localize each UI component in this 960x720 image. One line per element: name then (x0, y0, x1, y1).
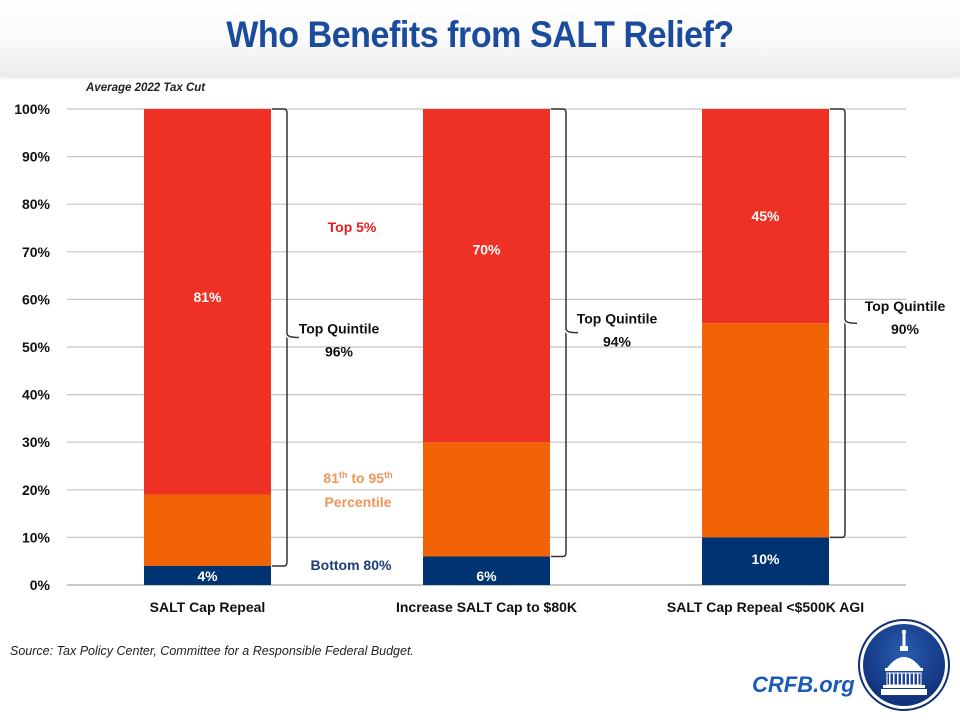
bar-data-label: 6% (476, 568, 497, 584)
legend-81-95-line1: 81th to 95th (323, 470, 392, 486)
chart-subtitle: Average 2022 Tax Cut (86, 82, 206, 94)
y-tick-label: 80% (22, 196, 51, 212)
bar-segment-top-5- (702, 109, 829, 324)
x-tick-label: Increase SALT Cap to $80K (396, 599, 577, 615)
y-axis-ticks: 0% 10% 20% 30% 40% 50% 60% 70% 80% 90% 100% (14, 101, 50, 593)
bar-segment-bottom-80- (702, 537, 829, 585)
y-tick-label: 100% (14, 101, 50, 117)
annotation-label: Top Quintile (865, 298, 946, 314)
annotation-value: 96% (325, 343, 354, 359)
y-tick-label: 40% (22, 387, 51, 403)
crfb-link[interactable]: CRFB.org (752, 672, 855, 697)
bar-segment-81th-to-95th-percentile (144, 494, 271, 566)
legend-bottom-80: Bottom 80% (311, 557, 392, 573)
brace (272, 108, 300, 567)
page-title: Who Benefits from SALT Relief? (226, 14, 734, 55)
legend-81-95-line2: Percentile (325, 494, 392, 510)
y-tick-label: 20% (22, 482, 51, 498)
brace (551, 108, 579, 558)
y-tick-label: 30% (22, 434, 51, 450)
bar-data-label: 45% (751, 208, 780, 224)
bar-segment-bottom-80- (144, 565, 271, 585)
bar-data-label: 10% (751, 551, 780, 567)
bar-data-label: 70% (472, 241, 501, 257)
top-quintile-braces: Top Quintile 96% Top Quintile 94% Top Quinti… (272, 108, 946, 567)
bar-segment-bottom-80- (423, 556, 550, 585)
bar-data-label: 4% (197, 568, 218, 584)
bar-segment-top-5- (423, 109, 550, 443)
bar-segment-top-5- (144, 109, 271, 495)
bar-segment-81th-to-95th-percentile (423, 442, 550, 557)
bars: 4% 81% 6% 70% 10% 45% (144, 109, 829, 585)
legend-top-5: Top 5% (328, 219, 377, 235)
y-tick-label: 50% (22, 339, 51, 355)
annotation-label: Top Quintile (577, 311, 658, 327)
y-tick-label: 10% (22, 529, 51, 545)
annotation-value: 94% (603, 334, 632, 350)
bar-segment-81th-to-95th-percentile (702, 323, 829, 538)
source-note: Source: Tax Policy Center, Committee for… (10, 644, 414, 658)
brace (830, 108, 858, 539)
x-tick-label: SALT Cap Repeal (150, 599, 266, 615)
y-tick-label: 60% (22, 291, 51, 307)
header-band (0, 0, 960, 76)
y-tick-label: 0% (30, 577, 51, 593)
segment-legend-labels: Top 5% 81th to 95th Percentile Bottom 80% (311, 219, 393, 573)
annotation-label: Top Quintile (299, 320, 380, 336)
bar-data-label: 81% (193, 289, 222, 305)
crfb-capitol-logo-icon (858, 619, 950, 711)
y-tick-label: 90% (22, 149, 51, 165)
x-tick-label: SALT Cap Repeal <$500K AGI (667, 599, 864, 615)
x-axis-labels: SALT Cap Repeal Increase SALT Cap to $80K… (150, 599, 864, 615)
annotation-value: 90% (891, 321, 920, 337)
y-tick-label: 70% (22, 244, 51, 260)
